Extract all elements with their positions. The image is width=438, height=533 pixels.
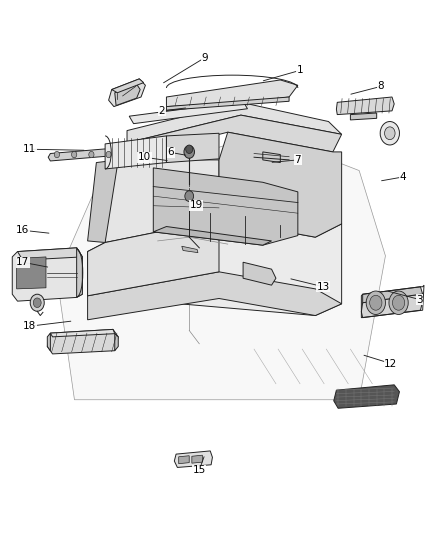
Polygon shape: [17, 257, 46, 289]
Polygon shape: [336, 97, 394, 115]
Polygon shape: [57, 133, 385, 400]
Polygon shape: [105, 136, 166, 169]
Text: 7: 7: [294, 155, 301, 165]
Polygon shape: [109, 79, 145, 107]
Circle shape: [385, 127, 395, 140]
Polygon shape: [88, 160, 118, 243]
Polygon shape: [88, 220, 219, 296]
Polygon shape: [166, 97, 289, 110]
Polygon shape: [179, 456, 189, 464]
Circle shape: [370, 295, 382, 310]
Text: 2: 2: [159, 106, 166, 116]
Polygon shape: [127, 102, 342, 143]
Polygon shape: [47, 333, 50, 351]
Polygon shape: [105, 160, 219, 243]
Circle shape: [186, 145, 193, 154]
Text: 15: 15: [193, 465, 206, 475]
Polygon shape: [12, 248, 82, 301]
Polygon shape: [77, 248, 82, 297]
Polygon shape: [88, 220, 342, 316]
Polygon shape: [112, 79, 144, 93]
Polygon shape: [118, 115, 342, 160]
Text: 8: 8: [378, 82, 385, 91]
Polygon shape: [18, 248, 82, 260]
Circle shape: [71, 151, 77, 158]
Polygon shape: [263, 152, 280, 163]
Circle shape: [380, 122, 399, 145]
Text: 3: 3: [416, 295, 423, 304]
Polygon shape: [219, 132, 342, 237]
Polygon shape: [243, 262, 276, 285]
Circle shape: [33, 298, 41, 308]
Polygon shape: [153, 168, 298, 245]
Polygon shape: [48, 148, 116, 161]
Polygon shape: [350, 113, 377, 120]
Text: 10: 10: [138, 152, 151, 162]
Circle shape: [184, 146, 194, 158]
Circle shape: [185, 191, 194, 201]
Polygon shape: [361, 294, 423, 318]
Polygon shape: [47, 329, 118, 354]
Text: 18: 18: [23, 321, 36, 331]
Polygon shape: [334, 385, 399, 408]
Text: 4: 4: [399, 172, 406, 182]
Text: 19: 19: [190, 200, 203, 210]
Text: 17: 17: [16, 257, 29, 267]
Polygon shape: [182, 246, 198, 253]
Polygon shape: [174, 451, 212, 467]
Text: 9: 9: [201, 53, 208, 62]
Polygon shape: [192, 455, 202, 463]
Polygon shape: [50, 329, 115, 337]
Polygon shape: [363, 287, 423, 303]
Circle shape: [30, 294, 44, 311]
Text: 16: 16: [16, 225, 29, 235]
Circle shape: [54, 151, 60, 158]
Text: 13: 13: [317, 282, 330, 292]
Polygon shape: [153, 227, 272, 245]
Circle shape: [389, 291, 408, 314]
Polygon shape: [88, 272, 342, 320]
Polygon shape: [115, 84, 140, 106]
Polygon shape: [129, 101, 247, 124]
Circle shape: [106, 151, 111, 158]
Text: 1: 1: [297, 66, 304, 75]
Polygon shape: [166, 133, 219, 163]
Circle shape: [89, 151, 94, 158]
Circle shape: [392, 295, 405, 310]
Polygon shape: [115, 334, 118, 351]
Text: 11: 11: [23, 144, 36, 154]
Text: 6: 6: [167, 148, 174, 157]
Circle shape: [366, 291, 385, 314]
Polygon shape: [166, 80, 298, 107]
Text: 12: 12: [384, 359, 397, 368]
